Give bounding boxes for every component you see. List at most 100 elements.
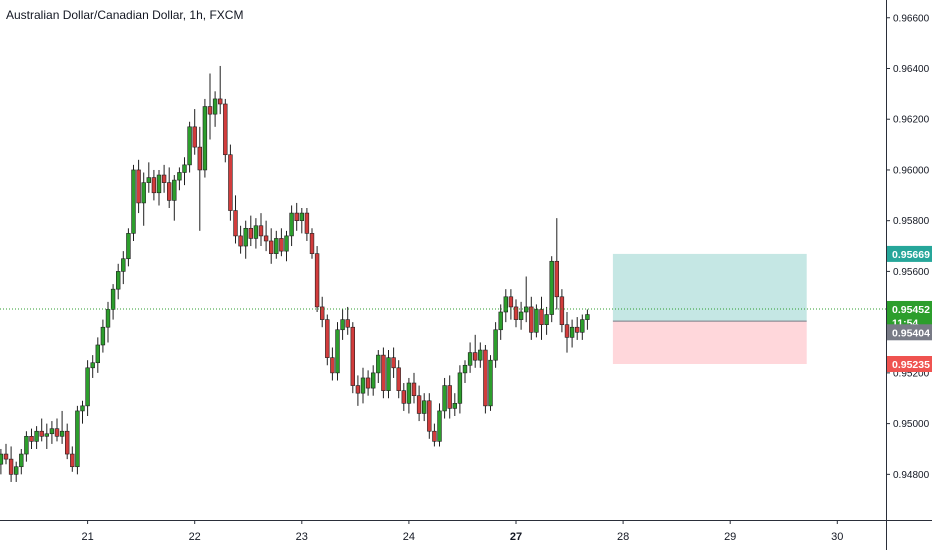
candle-body [243, 227, 248, 247]
candle-body [370, 372, 376, 389]
candle-body [294, 212, 299, 221]
candle-body [192, 126, 197, 148]
y-tick-label: 0.95600 [893, 267, 930, 278]
candle-body [483, 349, 488, 407]
candle-body [207, 106, 213, 115]
price-label-box [887, 300, 932, 317]
candle-body [488, 359, 493, 407]
candle-body [508, 296, 514, 308]
candle-body [136, 169, 141, 204]
candle-body [350, 326, 355, 386]
long-position-tool[interactable] [612, 253, 807, 364]
candle-body [355, 385, 361, 394]
y-tick-label: 0.96000 [893, 165, 930, 176]
candle-body [457, 372, 463, 404]
candle-body [381, 354, 386, 391]
candle-body [212, 98, 218, 115]
candle-body [8, 458, 14, 475]
x-tick-label: 29 [724, 531, 736, 543]
candle-body [432, 430, 437, 442]
candle-body [263, 235, 269, 242]
candle-body [268, 240, 274, 254]
y-tick-label: 0.95000 [893, 419, 930, 430]
candle-body [299, 212, 304, 221]
candle-body [498, 311, 503, 331]
candle-body [182, 164, 187, 173]
price-label-text: 0.95669 [892, 249, 930, 261]
time-axis[interactable]: 21 22 23 24 27 28 29 30 [81, 520, 843, 543]
candle-body [172, 179, 177, 201]
price-label-box [887, 324, 932, 341]
candle-body [90, 362, 95, 369]
candle-body [376, 354, 381, 374]
candle-body [141, 182, 146, 204]
candle-body [569, 326, 575, 338]
x-tick-label: 24 [403, 531, 415, 543]
candle-body [325, 319, 330, 358]
candle-body [95, 344, 101, 364]
candle-body [314, 253, 320, 308]
x-tick-label: 23 [296, 531, 308, 543]
profit-zone [612, 253, 807, 322]
candle-body [503, 296, 508, 313]
candle-body [585, 314, 590, 320]
chart-title: Australian Dollar/Canadian Dollar, 1h, F… [6, 8, 244, 22]
candle-body [167, 182, 172, 201]
candle-body [401, 390, 406, 404]
candle-body [340, 319, 345, 331]
candle-body [70, 453, 75, 468]
x-tick-label: 21 [81, 531, 93, 543]
loss-zone [612, 321, 807, 364]
candle-body [177, 172, 182, 181]
candle-body [411, 382, 417, 397]
candle-body [80, 405, 85, 412]
candle-body [156, 174, 162, 194]
candle-body [539, 309, 544, 325]
candle-body [442, 385, 447, 412]
candle-body [116, 271, 121, 290]
candle-body [238, 235, 243, 247]
y-tick-label: 0.96600 [893, 13, 930, 24]
candle-body [223, 103, 228, 156]
candle-body [248, 227, 253, 239]
candle-body [416, 395, 422, 414]
candle-body [427, 400, 432, 432]
candle-body [49, 428, 55, 435]
candle-body [330, 357, 335, 374]
candle-body [544, 314, 549, 325]
candle-body [14, 466, 19, 475]
candle-body [309, 233, 315, 254]
candle-body [304, 212, 310, 234]
candle-body [187, 126, 192, 166]
candle-body [151, 177, 157, 194]
price-label-text: 0.95452 [892, 304, 930, 316]
candle-body [523, 306, 529, 313]
candle-body [467, 352, 473, 366]
candle-body [365, 377, 371, 389]
candle-body [574, 326, 580, 333]
candle-body [564, 324, 570, 338]
candle-body [447, 385, 452, 409]
y-tick-label: 0.96200 [893, 115, 930, 126]
candle-body [391, 357, 396, 369]
candle-body [580, 319, 585, 333]
candle-body [559, 296, 565, 325]
candle-body [39, 430, 44, 437]
candle-body [100, 326, 106, 346]
candle-body [534, 309, 539, 333]
candle-body [452, 403, 457, 409]
candle-body [554, 260, 560, 298]
candle-body [24, 435, 29, 455]
candle-body [29, 435, 34, 442]
y-tick-label: 0.95800 [893, 216, 930, 227]
price-label-text: 0.95235 [892, 359, 930, 371]
candle-body [360, 377, 366, 394]
candle-body [65, 430, 70, 455]
candle-body [146, 177, 151, 183]
candle-body [59, 430, 65, 437]
y-tick-label: 0.96400 [893, 64, 930, 75]
x-tick-label: 22 [189, 531, 201, 543]
